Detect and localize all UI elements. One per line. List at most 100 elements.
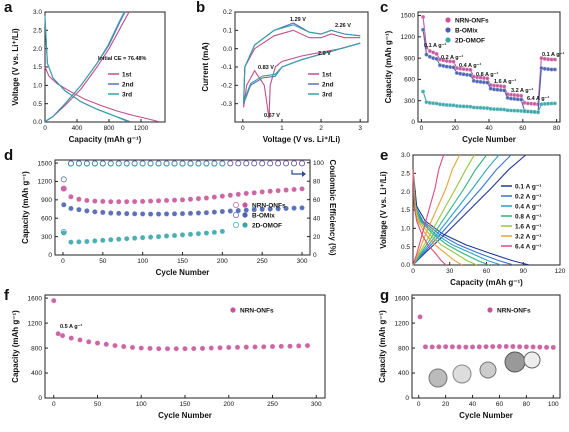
x-tick-label: 90 [520, 268, 528, 275]
data-point [84, 238, 90, 245]
data-point [171, 197, 178, 203]
x-tick-label: 60 [496, 401, 504, 408]
data-point [123, 198, 130, 205]
y-tick-label: 1600 [395, 295, 410, 302]
data-point [83, 160, 90, 167]
x-axis-label: Capacity (mAh g⁻¹) [69, 135, 142, 144]
data-point [530, 344, 536, 350]
data-point [164, 345, 171, 352]
data-point [203, 195, 210, 201]
data-point [147, 198, 154, 204]
data-point [217, 344, 223, 351]
y-tick-label: 300 [404, 98, 415, 105]
y-axis-label: Capacity (mAh g⁻¹) [21, 171, 30, 244]
data-point [76, 196, 82, 202]
data-point [129, 344, 136, 351]
data-point [139, 234, 146, 241]
data-point [203, 230, 210, 236]
data-point [139, 160, 146, 167]
data-point [463, 344, 469, 350]
data-point [227, 160, 234, 167]
data-point [171, 160, 178, 167]
panel-label: b [196, 0, 205, 16]
data-point [131, 160, 138, 167]
x-tick-label: 0 [411, 268, 415, 275]
x-tick-label: 80 [523, 401, 531, 408]
data-point [283, 187, 289, 193]
legend-label: 0.1 A g⁻¹ [515, 183, 541, 190]
data-point [147, 211, 154, 217]
y-axis-label: Capacity (mAh g⁻¹) [384, 30, 393, 103]
x-axis-label: Cycle Number [459, 411, 513, 420]
data-point [295, 343, 302, 349]
annotation: 1.29 V [290, 17, 306, 23]
data-point [219, 160, 226, 167]
x-tick-label: 3 [358, 125, 362, 132]
x-axis-label: Cycle Number [156, 268, 210, 277]
data-point [123, 160, 130, 167]
data-point [68, 205, 74, 212]
y2-tick-label: 100 [313, 160, 324, 167]
data-point [489, 343, 496, 350]
legend-swatch [487, 307, 493, 313]
data-point [243, 190, 249, 197]
y-tick-label: 2.0 [401, 189, 410, 196]
legend-label: 1st [322, 71, 332, 78]
y-tick-label: 1500 [38, 160, 53, 167]
x-axis-label: Capacity (mAh g⁻¹) [450, 278, 523, 287]
data-point [267, 160, 274, 167]
x-tick-label: 50 [94, 401, 102, 408]
data-point [92, 238, 98, 244]
y-tick-label: 0.2 [223, 9, 232, 16]
data-point [243, 160, 250, 167]
data-point [155, 345, 162, 352]
legend-label: 3rd [122, 91, 132, 98]
sphere [523, 351, 541, 369]
data-point [267, 188, 273, 195]
legend-label: 2nd [122, 81, 134, 88]
data-point [283, 160, 290, 167]
panel-label: c [380, 0, 388, 16]
data-point [171, 232, 178, 239]
x-tick-label: 100 [548, 401, 559, 408]
legend-label: NRN-ONFs [252, 202, 286, 209]
x-tick-label: 30 [446, 268, 454, 275]
x-tick-label: 150 [177, 258, 188, 265]
data-point [434, 51, 439, 57]
y-tick-label: 1200 [401, 34, 416, 41]
data-point [275, 187, 281, 194]
data-point [131, 198, 138, 205]
x-tick-label: 250 [257, 258, 268, 265]
annotation: 0.2 A g⁻¹ [441, 54, 464, 61]
data-point [92, 198, 98, 204]
x-tick-label: 0 [61, 258, 65, 265]
data-point [304, 342, 311, 349]
data-point [155, 233, 162, 240]
y-tick-label: 800 [31, 345, 42, 352]
data-point [219, 208, 226, 215]
data-point [552, 67, 558, 72]
series-line [412, 154, 447, 266]
data-point [61, 201, 67, 208]
series-line [44, 11, 159, 123]
y2-tick-label: 80 [313, 178, 321, 185]
data-point [259, 206, 265, 213]
data-point [103, 341, 110, 348]
data-point [147, 160, 154, 167]
data-point [92, 209, 98, 215]
legend-label: 0.8 A g⁻¹ [515, 213, 541, 220]
legend-label: 3.2 A g⁻¹ [515, 233, 541, 240]
x-tick-label: 300 [311, 401, 322, 408]
data-point [68, 239, 74, 245]
legend-label: B-OMix [455, 27, 478, 34]
data-point [195, 230, 202, 237]
data-point [552, 101, 558, 106]
x-tick-label: 0 [43, 125, 47, 132]
y-tick-label: 0.1 [223, 28, 232, 35]
data-point [195, 195, 202, 202]
data-point [225, 344, 232, 351]
data-point [131, 211, 138, 217]
y-tick-label: 600 [404, 77, 415, 84]
x-tick-label: 150 [180, 401, 191, 408]
data-point [190, 345, 197, 352]
